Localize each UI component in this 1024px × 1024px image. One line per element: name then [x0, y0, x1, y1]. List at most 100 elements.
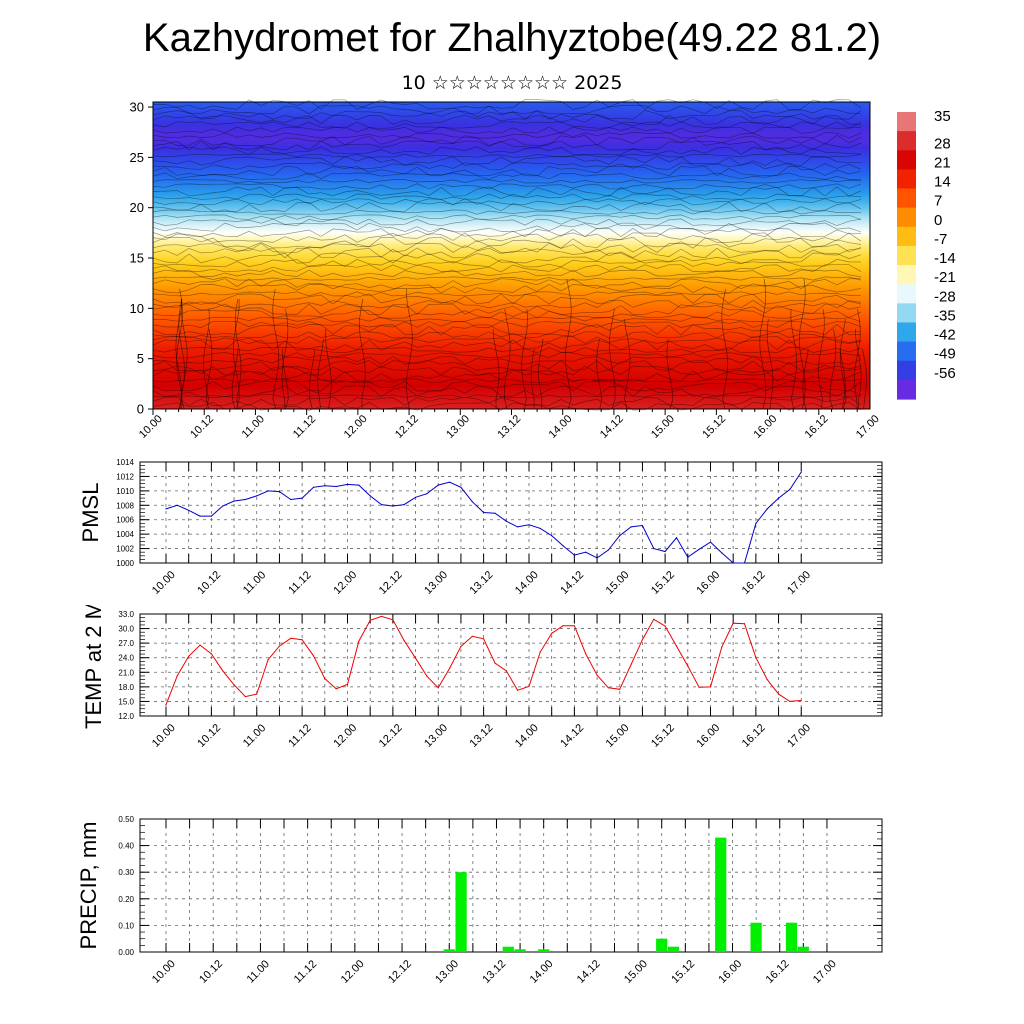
y-tick-label: 0.40 — [118, 842, 134, 851]
y-tick-label: 0.00 — [118, 948, 134, 957]
data-point — [539, 651, 541, 653]
data-point — [426, 675, 428, 677]
x-tick-label: 10.00 — [150, 569, 178, 597]
streamline — [152, 259, 862, 268]
streamline — [624, 318, 631, 410]
data-point — [607, 687, 610, 689]
colorbar: 35 28 21 14 7 0 -7 -14 -21 -28 -35 -42 -49 -56 — [897, 108, 956, 400]
x-tick-label: 15.12 — [649, 722, 677, 750]
data-point — [210, 653, 212, 655]
streamline — [152, 370, 862, 382]
streamline — [854, 328, 862, 410]
streamline — [152, 269, 862, 278]
y-tick-label: 12.0 — [118, 712, 134, 721]
streamline — [538, 338, 544, 410]
data-point — [199, 644, 201, 646]
streamline — [152, 165, 862, 177]
data-point — [256, 693, 258, 695]
data-point — [324, 678, 326, 680]
x-tick-label: 13.12 — [468, 722, 496, 750]
x-tick-label: 11.00 — [241, 569, 268, 596]
data-point — [392, 505, 394, 507]
colorbar-label: 0 — [934, 212, 942, 229]
streamline — [152, 360, 862, 371]
x-tick-label: 17.00 — [811, 958, 839, 986]
streamline — [862, 348, 868, 410]
data-point — [244, 498, 246, 501]
data-point — [653, 548, 655, 550]
colorbar-swatch — [897, 131, 916, 151]
y-tick-label: 21.0 — [118, 668, 134, 677]
data-point — [585, 551, 587, 553]
x-tick-label: 17.00 — [854, 413, 882, 441]
x-tick-label: 14.12 — [575, 958, 603, 986]
data-point — [766, 679, 768, 681]
data-point — [551, 632, 553, 634]
x-tick-label: 13.12 — [480, 958, 508, 986]
streamline — [203, 308, 210, 410]
x-tick-label: 15.00 — [604, 722, 632, 750]
streamline — [152, 134, 862, 146]
data-point — [290, 498, 292, 501]
data-point — [165, 704, 167, 706]
data-point — [415, 496, 417, 498]
data-point — [800, 699, 802, 702]
streamline — [152, 218, 862, 227]
streamline — [359, 298, 366, 410]
y-tick-label: 5 — [137, 351, 144, 366]
y-tick-label: 1012 — [116, 472, 134, 481]
data-point — [301, 639, 303, 641]
streamline — [152, 209, 862, 215]
colorbar-label: 35 — [934, 108, 951, 125]
page-subtitle: 10 ☆☆☆☆☆☆☆☆ 2025 — [401, 72, 623, 94]
x-tick-label: 14.00 — [528, 958, 556, 986]
streamline — [802, 348, 809, 410]
data-point — [562, 625, 564, 627]
data-point — [778, 497, 780, 499]
streamline — [152, 310, 862, 319]
data-point — [743, 623, 746, 625]
streamline — [152, 214, 862, 220]
data-point — [755, 522, 757, 524]
x-tick-label: 16.00 — [694, 569, 722, 597]
streamline — [152, 193, 862, 200]
streamline — [152, 396, 862, 406]
x-tick-label: 13.00 — [422, 569, 450, 597]
y-tick-label: 1008 — [116, 501, 134, 510]
streamline — [839, 348, 846, 410]
bar — [455, 872, 467, 952]
data-point — [403, 640, 405, 642]
data-point — [199, 515, 201, 517]
x-tick-label: 16.12 — [740, 722, 768, 750]
streamline — [175, 298, 183, 410]
data-point — [233, 500, 235, 502]
x-tick-label: 11.00 — [245, 958, 272, 985]
x-tick-label: 15.12 — [669, 958, 697, 986]
streamline — [308, 348, 316, 410]
data-point — [698, 686, 700, 688]
data-point — [278, 645, 280, 647]
plot-frame — [139, 818, 883, 953]
streamline — [596, 338, 603, 410]
streamline — [231, 348, 239, 410]
streamline — [152, 236, 862, 249]
x-tick-label: 10.12 — [195, 722, 223, 750]
data-point — [380, 504, 383, 506]
data-point — [233, 684, 235, 686]
data-point — [641, 639, 644, 641]
data-point — [437, 484, 439, 486]
x-tick-label: 13.12 — [495, 413, 523, 441]
y-tick-label: 18.0 — [118, 683, 134, 692]
streamline — [152, 299, 862, 309]
streamline — [406, 288, 413, 410]
x-tick-label: 12.00 — [331, 569, 359, 597]
data-point — [324, 485, 326, 487]
data-point — [256, 495, 258, 497]
temperature-field — [153, 102, 870, 409]
data-point — [210, 515, 212, 517]
x-tick-label: 12.00 — [339, 958, 367, 986]
streamline — [798, 278, 806, 410]
data-point — [709, 686, 712, 688]
streamline — [152, 186, 862, 197]
